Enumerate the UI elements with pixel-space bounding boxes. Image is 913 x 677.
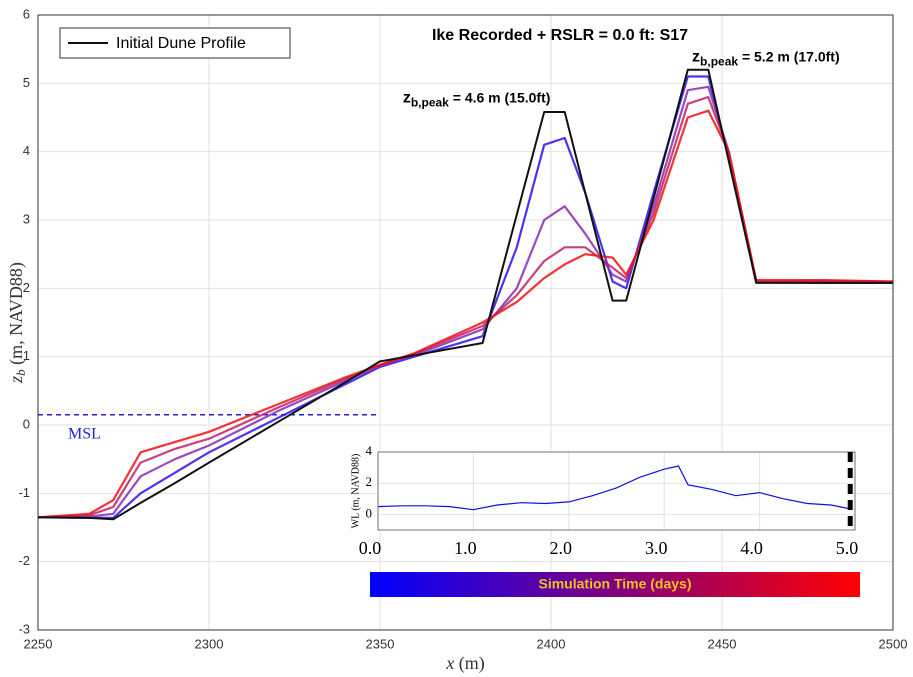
y-tick-label: -2	[18, 553, 30, 568]
x-tick-label: 2.0	[550, 538, 573, 558]
y-axis-label: zb (m, NAVD88)	[6, 262, 28, 384]
y-tick-label: 4	[23, 143, 30, 158]
y-axis-sub: b	[13, 369, 28, 376]
x-tick-label: 2500	[879, 636, 908, 651]
x-tick-label: 2300	[195, 636, 224, 651]
x-tick-label: 5.0	[836, 538, 859, 558]
annotation-text: = 4.6 m (15.0ft)	[449, 89, 551, 105]
profile-line	[37, 109, 894, 519]
y-tick-label: -1	[18, 485, 30, 500]
y-tick-label: 2	[366, 474, 373, 489]
x-axis-text: (m)	[454, 653, 485, 674]
colorbar	[370, 572, 860, 597]
y-tick-label: 1	[23, 348, 30, 363]
y-tick-label: 6	[23, 6, 30, 21]
x-tick-label: 1.0	[454, 538, 477, 558]
msl-label: MSL	[68, 425, 101, 442]
x-tick-label: 0.0	[359, 538, 382, 558]
y-tick-label: 4	[366, 443, 373, 458]
x-tick-label: 2450	[708, 636, 737, 651]
inset-area	[378, 452, 855, 530]
x-axis-label: x (m)	[445, 653, 485, 674]
inset-y-label: WL (m, NAVD88)	[350, 454, 361, 529]
y-tick-label: -3	[18, 621, 30, 636]
x-tick-label: 3.0	[645, 538, 668, 558]
plot-frame	[37, 14, 894, 631]
y-axis-text: (m, NAVD88)	[6, 262, 27, 369]
x-tick-label: 2400	[537, 636, 566, 651]
annotation-text: = 5.2 m (17.0ft)	[738, 48, 840, 64]
x-tick-label: 4.0	[740, 538, 763, 558]
annotation-sub: b,peak	[411, 96, 449, 110]
colorbar-label: Simulation Time (days)	[539, 576, 692, 592]
y-tick-label: 2	[23, 280, 30, 295]
inset-frame	[377, 451, 856, 531]
annotation-base: z	[692, 49, 700, 66]
legend-label: Initial Dune Profile	[116, 35, 246, 52]
y-tick-label: 5	[23, 75, 30, 90]
wl-line	[377, 465, 851, 511]
annotation-base: z	[403, 90, 411, 107]
profile-line	[37, 68, 893, 521]
annotation: zb,peak = 5.2 m (17.0ft)	[692, 48, 840, 68]
y-axis-var: z	[6, 376, 26, 384]
y-tick-label: 0	[23, 416, 30, 431]
x-tick-label: 2250	[24, 636, 53, 651]
y-tick-label: 0	[366, 505, 373, 520]
x-tick-label: 2350	[366, 636, 395, 651]
x-axis-var: x	[445, 653, 454, 673]
profile-line	[37, 95, 894, 519]
y-tick-label: 3	[23, 211, 30, 226]
annotation-sub: b,peak	[700, 55, 738, 69]
profile-line	[37, 75, 893, 519]
profile-line	[37, 85, 894, 519]
chart-title: Ike Recorded + RSLR = 0.0 ft: S17	[432, 27, 688, 44]
annotation: zb,peak = 4.6 m (15.0ft)	[403, 89, 551, 109]
